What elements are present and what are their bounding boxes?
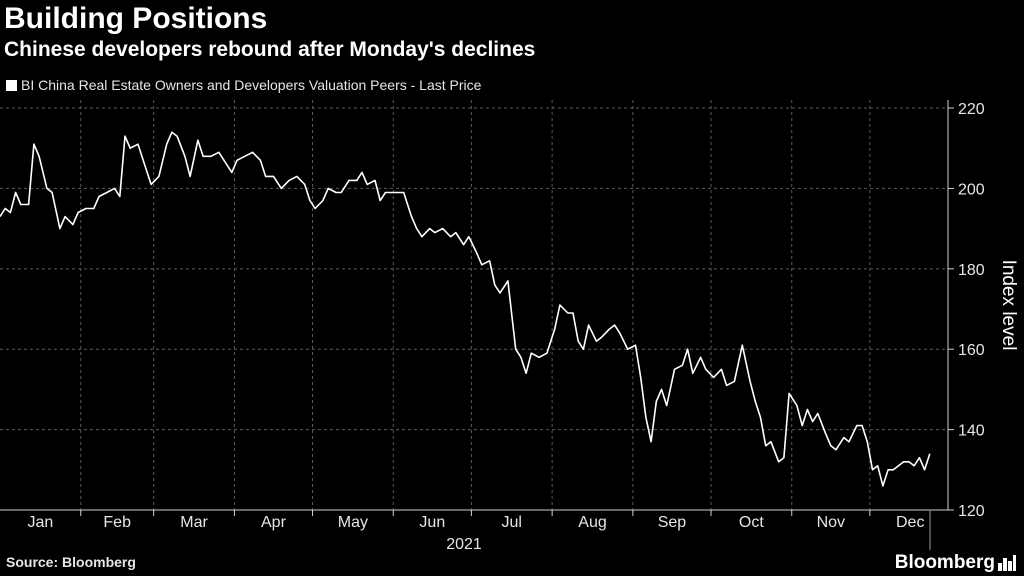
source-note: Source: Bloomberg: [6, 554, 136, 570]
y-tick-label: 140: [958, 423, 985, 440]
y-tick-label: 200: [958, 181, 985, 198]
series-line: [0, 131, 931, 487]
x-tick-label: Oct: [739, 514, 764, 531]
y-axis-title: Index level: [998, 260, 1019, 351]
x-axis-year-label: 2021: [446, 536, 482, 553]
bloomberg-mark-icon: [998, 555, 1016, 571]
y-tick-label: 220: [958, 101, 985, 118]
x-tick-label: Sep: [658, 514, 687, 531]
y-axis: 120 140 160 180 200 220: [947, 100, 985, 520]
x-tick-label: Apr: [261, 514, 287, 531]
grid-lines: [0, 100, 948, 510]
legend-swatch: [6, 79, 17, 91]
chart-title: Building Positions: [4, 2, 268, 35]
x-tick-label: Jan: [27, 514, 53, 531]
y-tick-label: 120: [958, 503, 985, 520]
x-tick-label: Nov: [817, 514, 845, 531]
x-tick-label: May: [338, 514, 368, 531]
legend-label: BI China Real Estate Owners and Develope…: [21, 77, 482, 93]
x-tick-label: Jul: [502, 514, 522, 531]
x-tick-label: Mar: [180, 514, 208, 531]
x-tick-label: Feb: [103, 514, 131, 531]
y-tick-label: 160: [958, 342, 985, 359]
logo-text: Bloomberg: [894, 552, 995, 573]
x-axis: Jan Feb Mar Apr May Jun Jul Aug Sep Oct Nov Dec: [0, 509, 948, 550]
x-tick-label: Jun: [419, 514, 445, 531]
x-tick-label: Dec: [896, 514, 924, 531]
chart-subtitle: Chinese developers rebound after Monday'…: [4, 38, 536, 61]
bloomberg-logo: Bloomberg: [895, 552, 1016, 574]
y-tick-label: 180: [958, 262, 985, 279]
x-tick-label: Aug: [578, 514, 606, 531]
legend: BI China Real Estate Owners and Develope…: [6, 77, 481, 93]
